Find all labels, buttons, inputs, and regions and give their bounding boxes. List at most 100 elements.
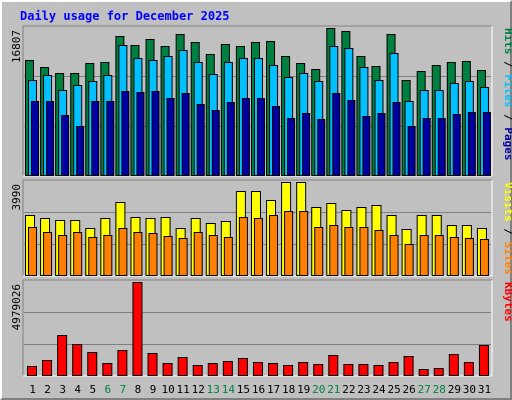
pages-bar bbox=[151, 91, 160, 176]
pages-bar bbox=[121, 91, 130, 176]
sites-bar bbox=[148, 233, 158, 276]
day-label: 14 bbox=[222, 383, 236, 396]
pages-bar bbox=[31, 101, 39, 176]
sites-bar bbox=[193, 232, 203, 276]
panel-legend: Visits / Sites bbox=[502, 182, 512, 275]
sites-bar bbox=[404, 244, 414, 276]
day-label: 22 bbox=[342, 383, 355, 396]
day-label: 29 bbox=[448, 383, 461, 396]
sites-bar bbox=[223, 237, 233, 276]
panel-max-label: 16807 bbox=[10, 30, 23, 63]
sites-bar bbox=[269, 215, 279, 276]
day-label: 27 bbox=[418, 383, 431, 396]
kbytes-bar bbox=[102, 363, 113, 376]
day-label: 5 bbox=[89, 383, 96, 396]
day-label: 25 bbox=[387, 383, 400, 396]
pages-bar bbox=[241, 98, 250, 176]
kbytes-bar bbox=[283, 365, 294, 376]
kbytes-bar bbox=[328, 355, 339, 376]
kbytes-bar bbox=[72, 344, 83, 376]
sites-bar bbox=[118, 228, 128, 276]
panel-max-label: 3990 bbox=[10, 184, 23, 211]
kbytes-bar bbox=[177, 357, 188, 376]
day-label: 10 bbox=[161, 383, 174, 396]
kbytes-bar bbox=[132, 282, 143, 376]
day-label: 9 bbox=[150, 383, 157, 396]
day-label: 30 bbox=[463, 383, 476, 396]
sites-bar bbox=[28, 227, 37, 276]
kbytes-bar bbox=[433, 368, 444, 376]
sites-bar bbox=[479, 239, 489, 276]
day-label: 16 bbox=[252, 383, 265, 396]
day-label: 6 bbox=[105, 383, 112, 396]
sites-bar bbox=[88, 237, 98, 276]
kbytes-bar bbox=[478, 345, 489, 376]
pages-bar bbox=[61, 115, 70, 176]
kbytes-bar bbox=[343, 364, 354, 376]
kbytes-bar bbox=[147, 353, 158, 376]
pages-bar bbox=[347, 100, 356, 176]
legend-kbytes: KBytes bbox=[502, 282, 512, 322]
day-label: 20 bbox=[312, 383, 325, 396]
kbytes-bar bbox=[192, 365, 203, 376]
pages-bar bbox=[452, 114, 461, 176]
day-label: 4 bbox=[74, 383, 81, 396]
pages-bar bbox=[287, 118, 296, 176]
day-label: 31 bbox=[478, 383, 491, 396]
day-label: 13 bbox=[207, 383, 220, 396]
day-label: 7 bbox=[120, 383, 127, 396]
pages-bar bbox=[332, 93, 341, 176]
legend-files: Files bbox=[502, 74, 512, 107]
sites-bar bbox=[344, 227, 354, 276]
sites-bar bbox=[163, 236, 173, 276]
sites-bar bbox=[449, 237, 459, 276]
pages-bar bbox=[196, 104, 205, 176]
day-label: 12 bbox=[192, 383, 205, 396]
kbytes-bar bbox=[298, 362, 309, 376]
sites-bar bbox=[73, 232, 83, 276]
kbytes-bar bbox=[268, 363, 279, 376]
day-label: 19 bbox=[297, 383, 310, 396]
sites-bar bbox=[464, 238, 474, 276]
pages-bar bbox=[422, 118, 431, 176]
sites-bar bbox=[329, 225, 339, 276]
sites-bar bbox=[58, 235, 68, 276]
sites-bar bbox=[238, 217, 248, 276]
day-label: 23 bbox=[357, 383, 370, 396]
pages-bar bbox=[362, 116, 371, 176]
kbytes-bar bbox=[87, 352, 98, 376]
sites-bar bbox=[178, 238, 188, 276]
pages-bar bbox=[106, 101, 115, 176]
day-label: 8 bbox=[135, 383, 142, 396]
sites-bar bbox=[314, 227, 324, 276]
kbytes-bar bbox=[403, 356, 414, 376]
kbytes-bar bbox=[388, 362, 399, 376]
pages-bar bbox=[377, 113, 386, 176]
sites-bar bbox=[103, 235, 113, 276]
panel-legend: Hits / Files / Pages bbox=[502, 28, 512, 161]
panel-legend: KBytes bbox=[502, 282, 512, 322]
pages-bar bbox=[46, 101, 55, 176]
day-label: 28 bbox=[433, 383, 446, 396]
pages-bar bbox=[211, 110, 220, 176]
legend-hits: Hits bbox=[502, 28, 512, 55]
kbytes-bar bbox=[222, 361, 233, 376]
kbytes-bar bbox=[117, 350, 128, 376]
kbytes-bar bbox=[57, 335, 68, 376]
day-label: 18 bbox=[282, 383, 295, 396]
pages-bar bbox=[136, 92, 145, 176]
kbytes-bar bbox=[418, 369, 429, 376]
sites-bar bbox=[133, 232, 143, 276]
day-label: 15 bbox=[237, 383, 250, 396]
day-label: 2 bbox=[44, 383, 51, 396]
kbytes-bar bbox=[27, 366, 37, 376]
kbytes-bar bbox=[237, 358, 248, 376]
sites-bar bbox=[43, 232, 53, 276]
pages-bar bbox=[467, 112, 476, 176]
kbytes-bar bbox=[42, 360, 53, 376]
day-label: 3 bbox=[59, 383, 66, 396]
legend-visits: Visits bbox=[502, 182, 512, 222]
day-label: 26 bbox=[403, 383, 416, 396]
pages-bar bbox=[166, 98, 175, 176]
